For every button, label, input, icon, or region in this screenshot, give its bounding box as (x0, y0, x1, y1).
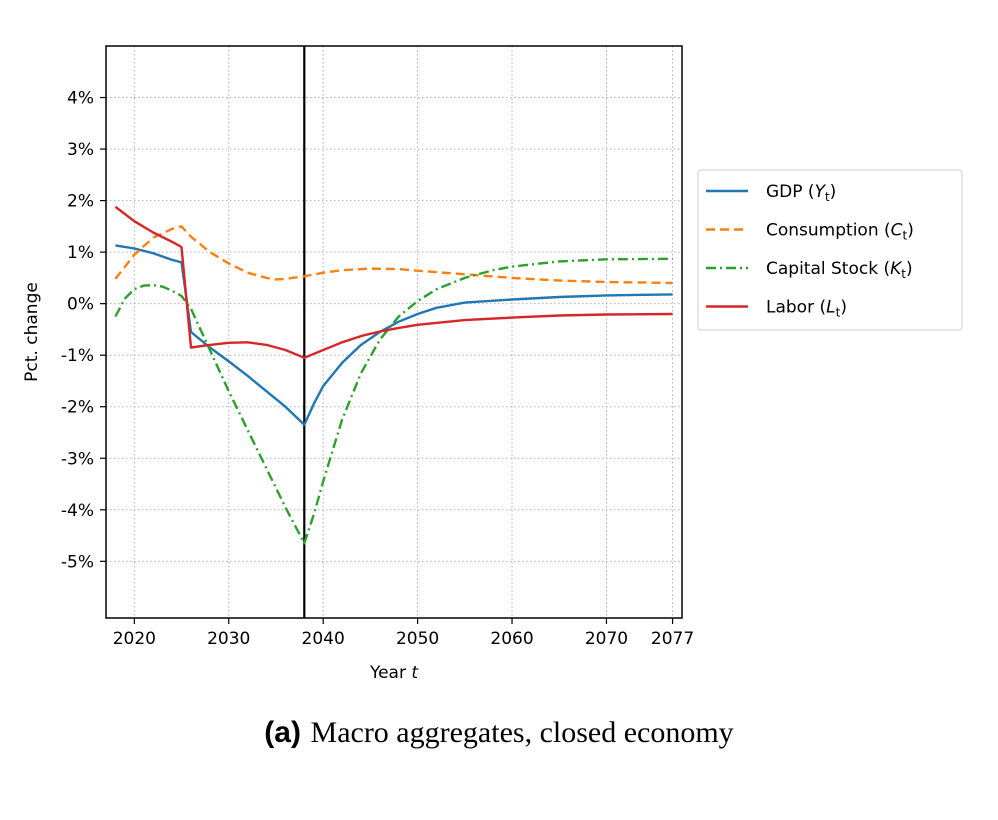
y-tick-label: 1% (67, 243, 94, 263)
y-axis-ticks: 4% 3% 2% 1% 0% -1% -2% -3% -4% -5% (61, 89, 106, 572)
x-tick-label: 2020 (113, 629, 156, 649)
figure-caption: (a) Macro aggregates, closed economy (0, 715, 998, 750)
caption-text: Macro aggregates, closed economy (310, 716, 734, 749)
legend-label-gdp: GDP (Yt) (766, 182, 836, 204)
y-axis-title: Pct. change (22, 282, 42, 382)
legend-label-consumption: Consumption (Ct) (766, 221, 914, 243)
series-line-consumption (114, 225, 673, 285)
caption-label: (a) (264, 716, 301, 749)
legend-label-capital: Capital Stock (Kt) (766, 259, 913, 281)
x-tick-label: 2077 (651, 629, 694, 649)
series-lines (114, 205, 673, 545)
y-tick-label: 2% (67, 192, 94, 212)
legend-box (697, 169, 963, 331)
y-tick-label: -1% (61, 346, 94, 366)
y-tick-label: -2% (61, 398, 94, 418)
chart: 2020 2030 2040 2050 2060 2070 2077 4% 3% 2% 1% 0% -… (22, 45, 963, 683)
legend-items: GDP (Yt) Consumption (Ct) Capital Stock (K… (706, 182, 914, 320)
y-tick-label: -3% (61, 449, 94, 469)
x-tick-label: 2040 (302, 629, 345, 649)
y-tick-label: 4% (67, 89, 94, 109)
y-tick-label: 3% (67, 140, 94, 160)
x-tick-label: 2070 (585, 629, 628, 649)
y-tick-label: 0% (67, 295, 94, 315)
x-axis-ticks: 2020 2030 2040 2050 2060 2070 2077 (113, 618, 694, 649)
series-line-labor (114, 205, 673, 359)
y-tick-label: -4% (61, 501, 94, 521)
x-tick-label: 2060 (490, 629, 533, 649)
plot-frame (105, 45, 683, 619)
legend: GDP (Yt) Consumption (Ct) Capital Stock (K… (697, 169, 963, 331)
y-tick-label: -5% (61, 552, 94, 572)
series-line-capital (114, 257, 673, 545)
x-axis-title: Year t (369, 663, 419, 683)
x-tick-label: 2030 (207, 629, 250, 649)
x-tick-label: 2050 (396, 629, 439, 649)
series-line-gdp (115, 244, 673, 426)
legend-label-labor: Labor (Lt) (766, 298, 847, 320)
grid (106, 46, 682, 618)
